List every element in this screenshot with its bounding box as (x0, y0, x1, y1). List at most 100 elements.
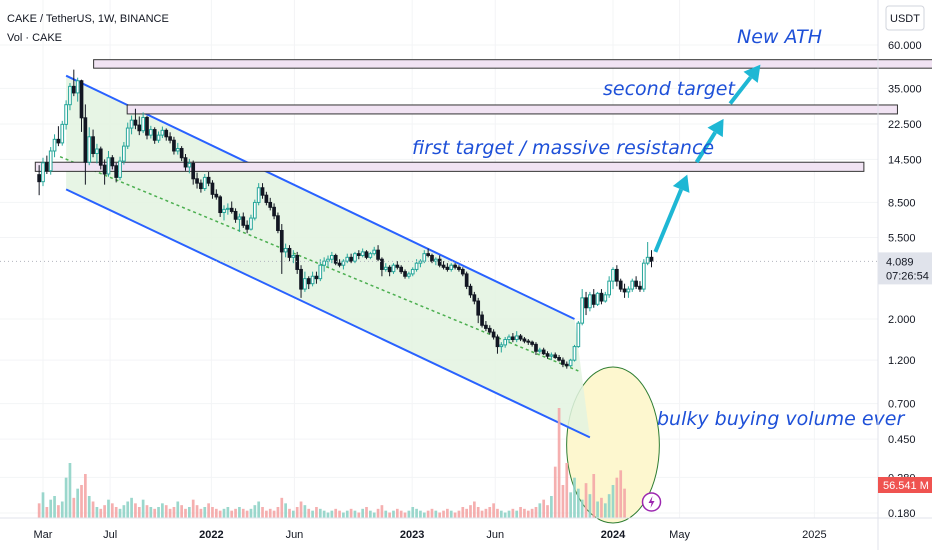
volume-bar (284, 503, 287, 518)
candle-body (95, 148, 99, 155)
volume-bar (461, 507, 465, 518)
lightning-glyph (648, 496, 655, 508)
candle-body (503, 339, 508, 346)
candle-body (615, 268, 619, 282)
candle-body (229, 207, 234, 212)
volume-bar (37, 503, 41, 518)
volume-bar (265, 510, 268, 518)
candle-body (133, 119, 138, 126)
candle-body (507, 336, 511, 341)
candle-body (511, 336, 515, 341)
candle-body (480, 314, 484, 326)
volume-bar (442, 510, 445, 518)
volume-bar (334, 508, 338, 518)
volume-bar (492, 503, 495, 518)
volume-bar (600, 497, 603, 518)
volume-bar (107, 499, 110, 518)
candle-body (156, 134, 161, 141)
currency-label: USDT (890, 13, 920, 25)
time-tick-label: 2025 (802, 529, 826, 541)
candle-body (341, 260, 346, 266)
candle-body (295, 254, 300, 270)
volume-bar (141, 499, 145, 518)
volume-bar (199, 508, 203, 518)
volume-bar (230, 510, 234, 518)
channel-upper-line (65, 74, 575, 320)
candle-body (287, 247, 292, 258)
volume-bar (268, 508, 272, 518)
candle-body (588, 294, 592, 309)
volume-bar (114, 507, 118, 518)
candle-body (299, 268, 303, 290)
volume-bar (361, 508, 365, 518)
volume-bar (422, 512, 426, 518)
candle-body (372, 249, 377, 255)
currency-button (885, 5, 925, 31)
volume-bar (407, 510, 411, 518)
candle-body (226, 207, 230, 210)
volume-bar (299, 501, 303, 518)
time-tick-label: Mar (34, 529, 53, 541)
candle-body (391, 264, 396, 273)
volume-bar (403, 512, 407, 518)
volume-bar (496, 508, 499, 518)
candle-body (330, 254, 334, 260)
volume-bar (380, 505, 384, 518)
candle-body (580, 297, 585, 324)
time-axis[interactable]: Mar Jul 2022 Jun 2023 Jun 2024 May 2025 (0, 517, 932, 541)
candle-body (537, 349, 542, 352)
volume-bar (57, 505, 60, 518)
candle-body (638, 285, 642, 290)
volume-bar (176, 501, 180, 518)
volume-bar (365, 507, 368, 518)
candle-body (91, 136, 95, 155)
volume-bar (484, 508, 488, 518)
volume-bar (130, 497, 133, 518)
volume-tag (878, 477, 932, 493)
candle-body (403, 271, 407, 277)
volume-bar (372, 512, 376, 518)
countdown-label: 07:26:54 (886, 270, 929, 282)
volume-bar (480, 510, 484, 518)
candle-body (599, 292, 604, 302)
volume-bar (338, 510, 341, 518)
candle-body (591, 294, 596, 305)
volume-bar (507, 510, 511, 518)
candle-body (472, 294, 477, 302)
volume-bar (87, 496, 91, 518)
volume-bar (345, 510, 349, 518)
volume-bar (411, 507, 415, 518)
candle-body (572, 346, 577, 361)
candle-body (526, 340, 531, 343)
volume-bar (226, 507, 230, 518)
candle-body (360, 251, 365, 256)
price-tick-label: 8.500 (888, 197, 916, 209)
candle-body (264, 194, 269, 203)
candle-body (245, 224, 249, 230)
time-tick-label: 2024 (601, 529, 626, 541)
candle-body (649, 256, 654, 262)
channel-lower-line (65, 188, 591, 439)
current-price-label: 4.089 (886, 256, 914, 268)
volume-bar (519, 507, 522, 518)
volume-bar (257, 501, 261, 518)
candle-body (272, 206, 276, 217)
candle-body (237, 216, 242, 220)
arrows-layer (653, 64, 761, 253)
candle-body (106, 157, 111, 175)
volume-bar (245, 510, 249, 518)
volume-bar (330, 510, 334, 518)
volume-legend[interactable]: Vol · CAKE (7, 32, 63, 44)
volume-bar (295, 507, 299, 518)
volume-bar (249, 508, 253, 518)
new-ath-label: New ATH (737, 26, 822, 48)
volume-bar (41, 492, 45, 518)
candle-body (137, 124, 142, 132)
symbol-title[interactable]: CAKE / TetherUS, 1W, BINANCE (7, 13, 169, 25)
volume-bar (342, 512, 345, 518)
volume-bar (122, 505, 126, 518)
price-tick-label: 0.450 (888, 434, 916, 446)
candle-body (399, 266, 404, 273)
